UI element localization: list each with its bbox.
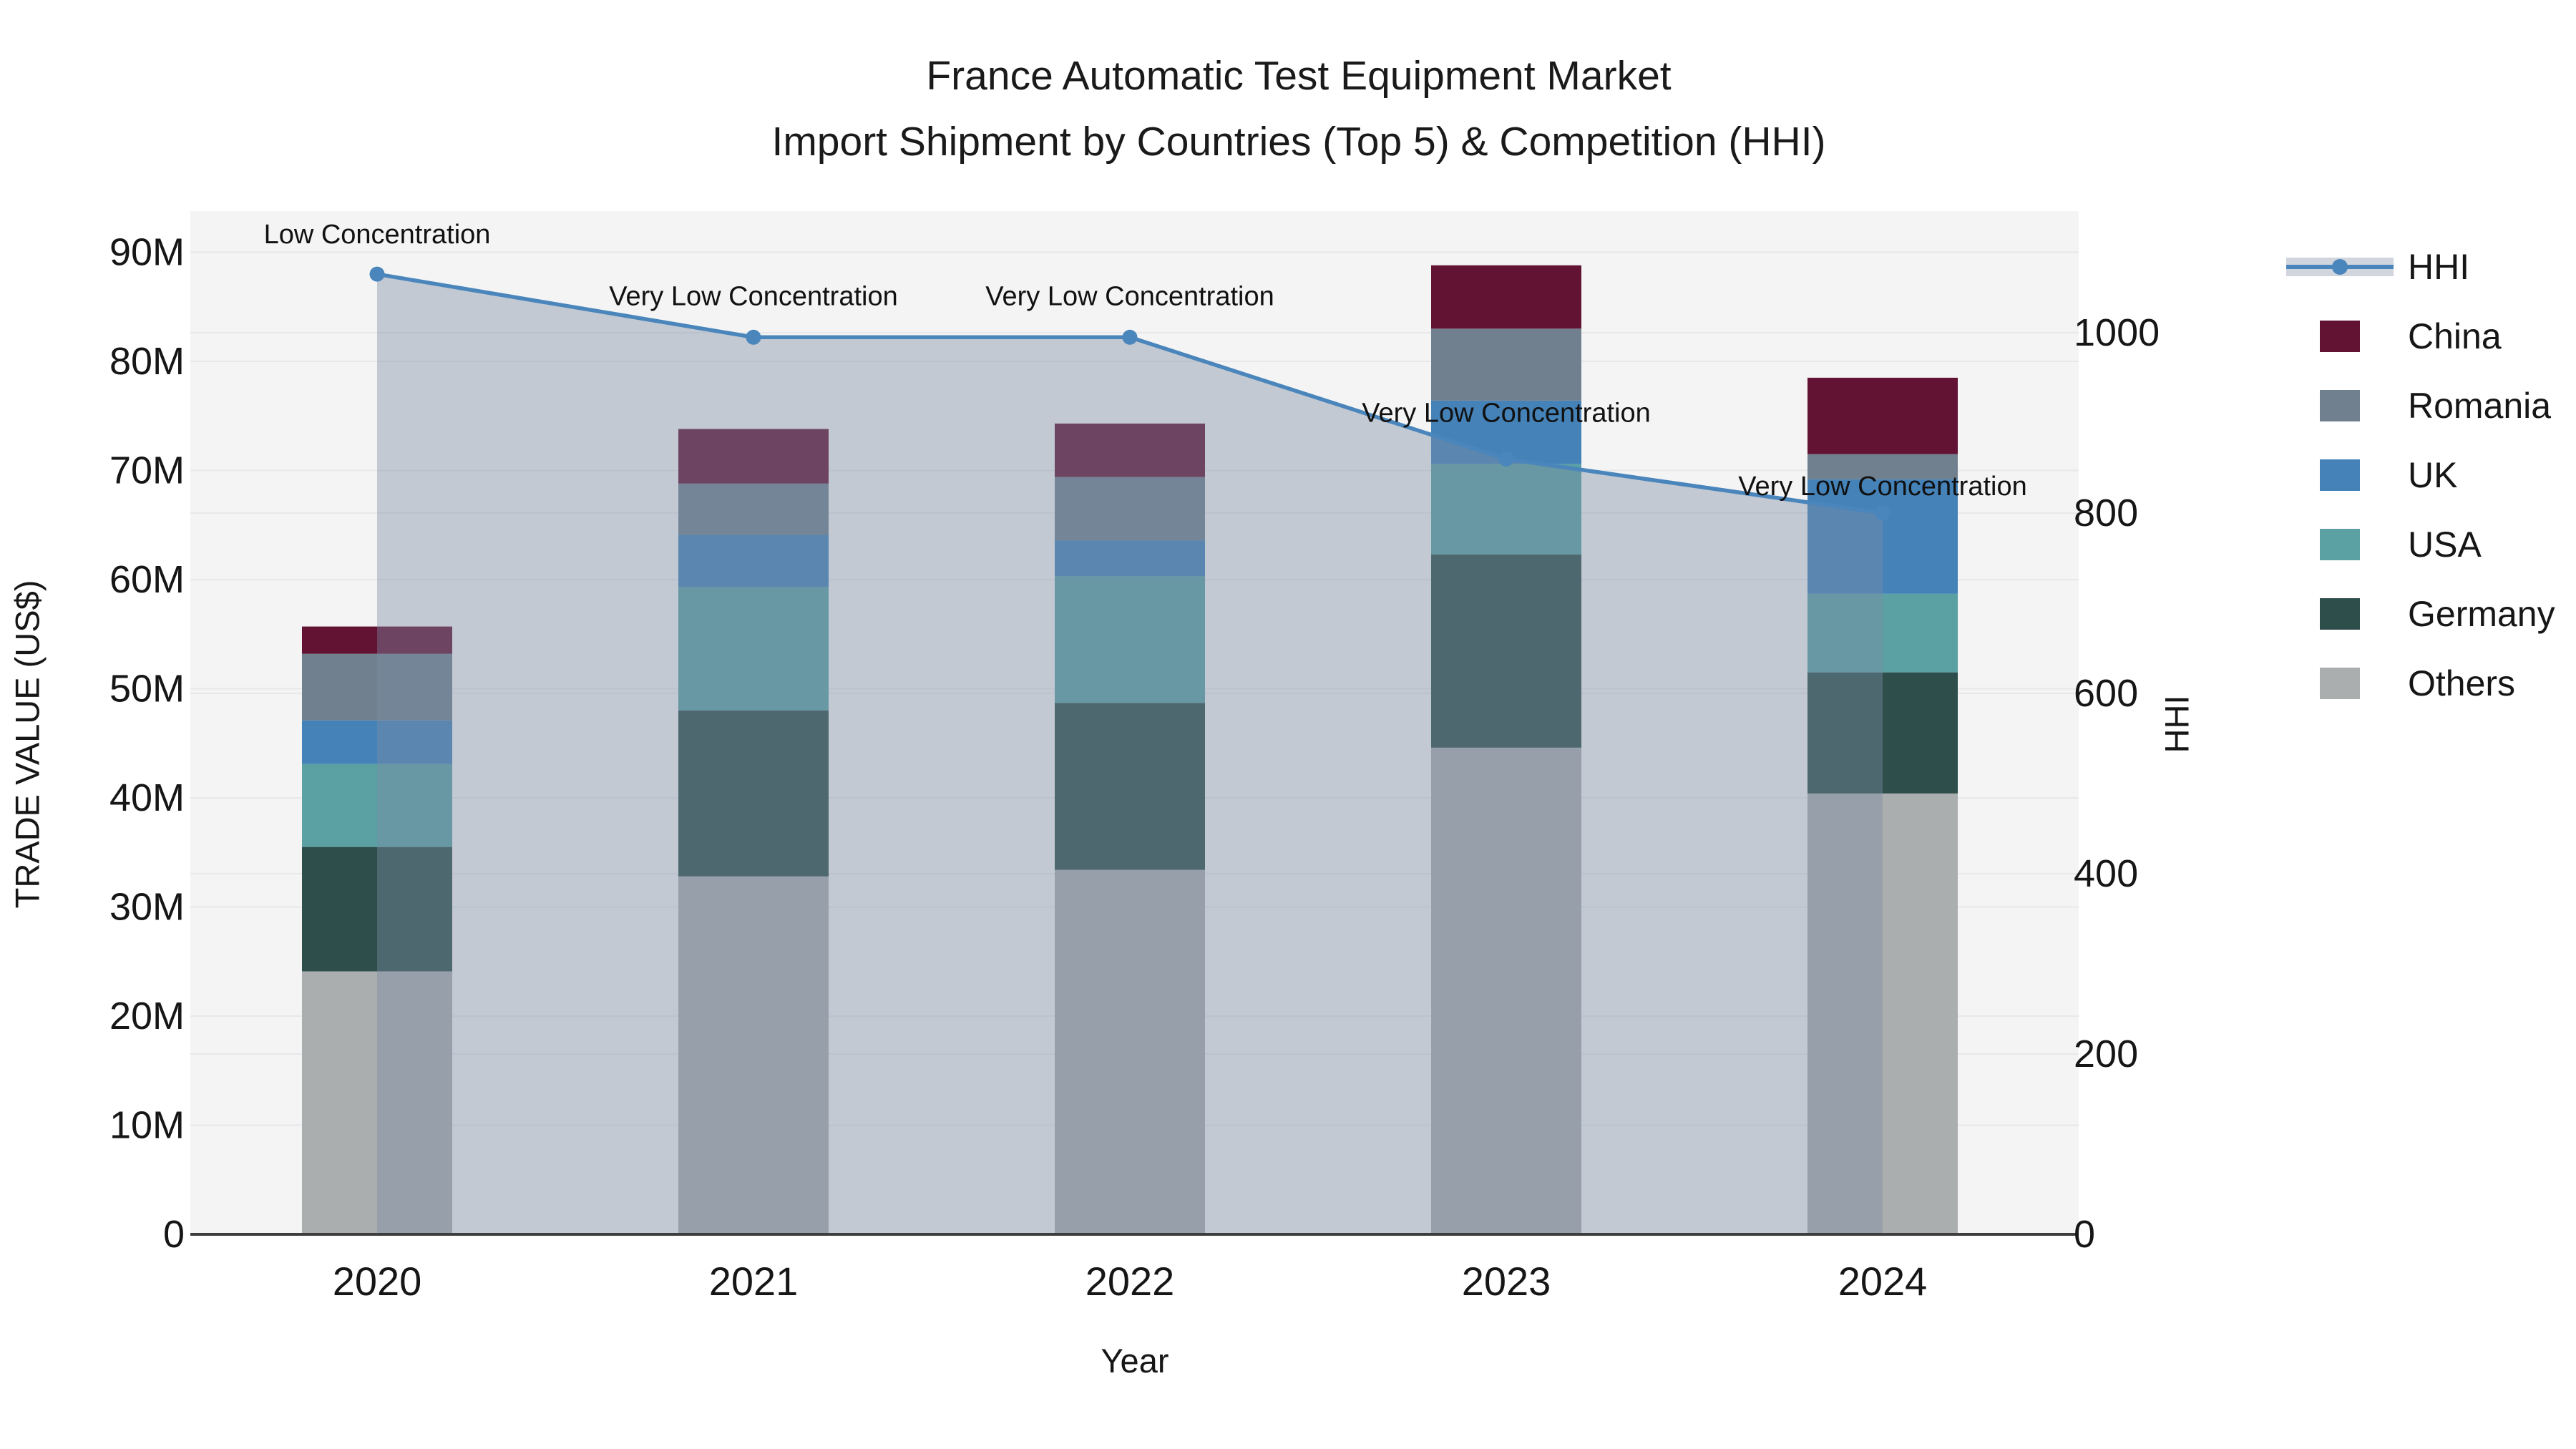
- legend-label-usa: USA: [2408, 524, 2482, 565]
- bar-segment-2020-romania[interactable]: [302, 653, 452, 721]
- hhi-dot-2023[interactable]: [1498, 451, 1514, 467]
- legend-item-germany[interactable]: Germany: [2286, 579, 2555, 648]
- bar-segment-2022-germany[interactable]: [1055, 703, 1205, 870]
- chart-title-line2: Import Shipment by Countries (Top 5) & C…: [771, 119, 1826, 165]
- bar-segment-2023-romania[interactable]: [1431, 328, 1581, 401]
- y-right-tick-label-800: 800: [2074, 492, 2138, 535]
- bar-segment-2021-germany[interactable]: [678, 711, 829, 877]
- bar-segment-2024-germany[interactable]: [1807, 672, 1958, 794]
- x-tick-label-2023: 2023: [1462, 1259, 1551, 1304]
- annotation-2023: Very Low Concentration: [1362, 398, 1650, 428]
- legend-item-others[interactable]: Others: [2286, 648, 2555, 718]
- bar-segment-2024-romania[interactable]: [1807, 454, 1958, 479]
- y-right-tick-label-1000: 1000: [2074, 311, 2160, 354]
- bar-segment-2022-others[interactable]: [1055, 869, 1205, 1234]
- y-axis-right-title: HHI: [2157, 695, 2196, 753]
- legend-label-hhi: HHI: [2408, 246, 2470, 287]
- legend-item-uk[interactable]: UK: [2286, 440, 2555, 509]
- legend-swatch-china-icon: [2286, 320, 2394, 352]
- x-tick-label-2022: 2022: [1085, 1259, 1175, 1304]
- bar-segment-2022-uk[interactable]: [1055, 540, 1205, 577]
- y-left-tick-label-80M: 80M: [109, 340, 185, 383]
- x-tick-label-2024: 2024: [1838, 1259, 1928, 1304]
- y-right-tick-label-200: 200: [2074, 1033, 2138, 1075]
- legend-label-china: China: [2408, 316, 2502, 356]
- y-left-tick-label-90M: 90M: [109, 231, 185, 274]
- bar-segment-2024-usa[interactable]: [1807, 593, 1958, 673]
- bar-segment-2023-others[interactable]: [1431, 747, 1581, 1234]
- color-swatch: [2320, 459, 2360, 491]
- bar-segment-2023-china[interactable]: [1431, 265, 1581, 329]
- legend: HHI China Romania UK USA Germany Others: [2286, 232, 2555, 718]
- bar-segment-2024-others[interactable]: [1807, 793, 1958, 1234]
- bar-segment-2023-germany[interactable]: [1431, 554, 1581, 748]
- hhi-marker-part: [2332, 258, 2348, 275]
- color-swatch: [2320, 389, 2360, 421]
- hhi-area-fill: [377, 274, 1883, 1235]
- legend-swatch-romania-icon: [2286, 389, 2394, 421]
- annotation-2024: Very Low Concentration: [1738, 472, 2026, 502]
- color-swatch: [2320, 597, 2360, 630]
- bar-segment-2024-china[interactable]: [1807, 377, 1958, 454]
- bar-segment-2021-uk[interactable]: [678, 535, 829, 587]
- legend-label-uk: UK: [2408, 454, 2458, 495]
- y-right-tick-label-0: 0: [2074, 1213, 2095, 1256]
- bar-segment-2020-uk[interactable]: [302, 720, 452, 764]
- bar-segment-2020-germany[interactable]: [302, 847, 452, 972]
- bar-segment-2020-china[interactable]: [302, 626, 452, 654]
- bar-segment-2024-uk[interactable]: [1807, 479, 1958, 594]
- legend-item-usa[interactable]: USA: [2286, 509, 2555, 579]
- y-left-tick-label-30M: 30M: [109, 886, 185, 929]
- bar-segment-2022-usa[interactable]: [1055, 576, 1205, 703]
- hhi-line-marker-icon: [2286, 251, 2394, 283]
- bar-segment-2022-china[interactable]: [1055, 423, 1205, 477]
- legend-item-china[interactable]: China: [2286, 301, 2555, 371]
- y-right-tick-label-400: 400: [2074, 852, 2138, 895]
- bar-segment-2021-others[interactable]: [678, 876, 829, 1234]
- y-left-tick-label-60M: 60M: [109, 558, 185, 601]
- legend-swatch-usa-icon: [2286, 528, 2394, 560]
- x-tick-label-2021: 2021: [709, 1259, 799, 1304]
- y-left-tick-label-50M: 50M: [109, 668, 185, 711]
- hhi-dot-2022[interactable]: [1122, 329, 1138, 345]
- x-axis-title: Year: [1101, 1342, 1169, 1380]
- hhi-dot-2024[interactable]: [1875, 505, 1890, 521]
- legend-swatch-germany-icon: [2286, 597, 2394, 630]
- hhi-dot-2021[interactable]: [746, 329, 761, 345]
- legend-item-hhi[interactable]: HHI: [2286, 232, 2555, 301]
- bar-segment-2022-romania[interactable]: [1055, 477, 1205, 541]
- y-left-tick-label-10M: 10M: [109, 1104, 185, 1147]
- bar-segment-2021-romania[interactable]: [678, 483, 829, 535]
- annotation-2021: Very Low Concentration: [609, 281, 897, 311]
- bar-segment-2023-usa[interactable]: [1431, 464, 1581, 555]
- bar-segment-2021-usa[interactable]: [678, 587, 829, 711]
- bar-segment-2021-china[interactable]: [678, 429, 829, 484]
- legend-swatch-uk-icon: [2286, 459, 2394, 491]
- y-left-tick-label-70M: 70M: [109, 449, 185, 492]
- annotation-2022: Very Low Concentration: [985, 281, 1274, 311]
- chart-title: France Automatic Test Equipment Market I…: [771, 43, 1825, 175]
- legend-item-romania[interactable]: Romania: [2286, 371, 2555, 440]
- x-tick-label-2020: 2020: [333, 1259, 422, 1304]
- y-axis-left-title: TRADE VALUE (US$): [8, 580, 47, 909]
- legend-label-others: Others: [2408, 663, 2516, 703]
- legend-swatch-others-icon: [2286, 667, 2394, 699]
- hhi-dot-2020[interactable]: [369, 266, 385, 282]
- annotation-2020: Low Concentration: [264, 220, 491, 250]
- hhi-line-sample: [2286, 251, 2394, 283]
- color-swatch: [2320, 320, 2360, 352]
- color-swatch: [2320, 528, 2360, 560]
- bar-segment-2020-others[interactable]: [302, 971, 452, 1234]
- y-left-tick-label-20M: 20M: [109, 995, 185, 1038]
- y-left-tick-label-40M: 40M: [109, 776, 185, 819]
- legend-label-romania: Romania: [2408, 385, 2552, 426]
- y-left-tick-label-0: 0: [163, 1213, 185, 1256]
- bar-segment-2020-usa[interactable]: [302, 763, 452, 847]
- chart-title-line1: France Automatic Test Equipment Market: [926, 53, 1672, 99]
- color-swatch: [2320, 667, 2360, 699]
- legend-label-germany: Germany: [2408, 593, 2555, 634]
- y-right-tick-label-600: 600: [2074, 672, 2138, 715]
